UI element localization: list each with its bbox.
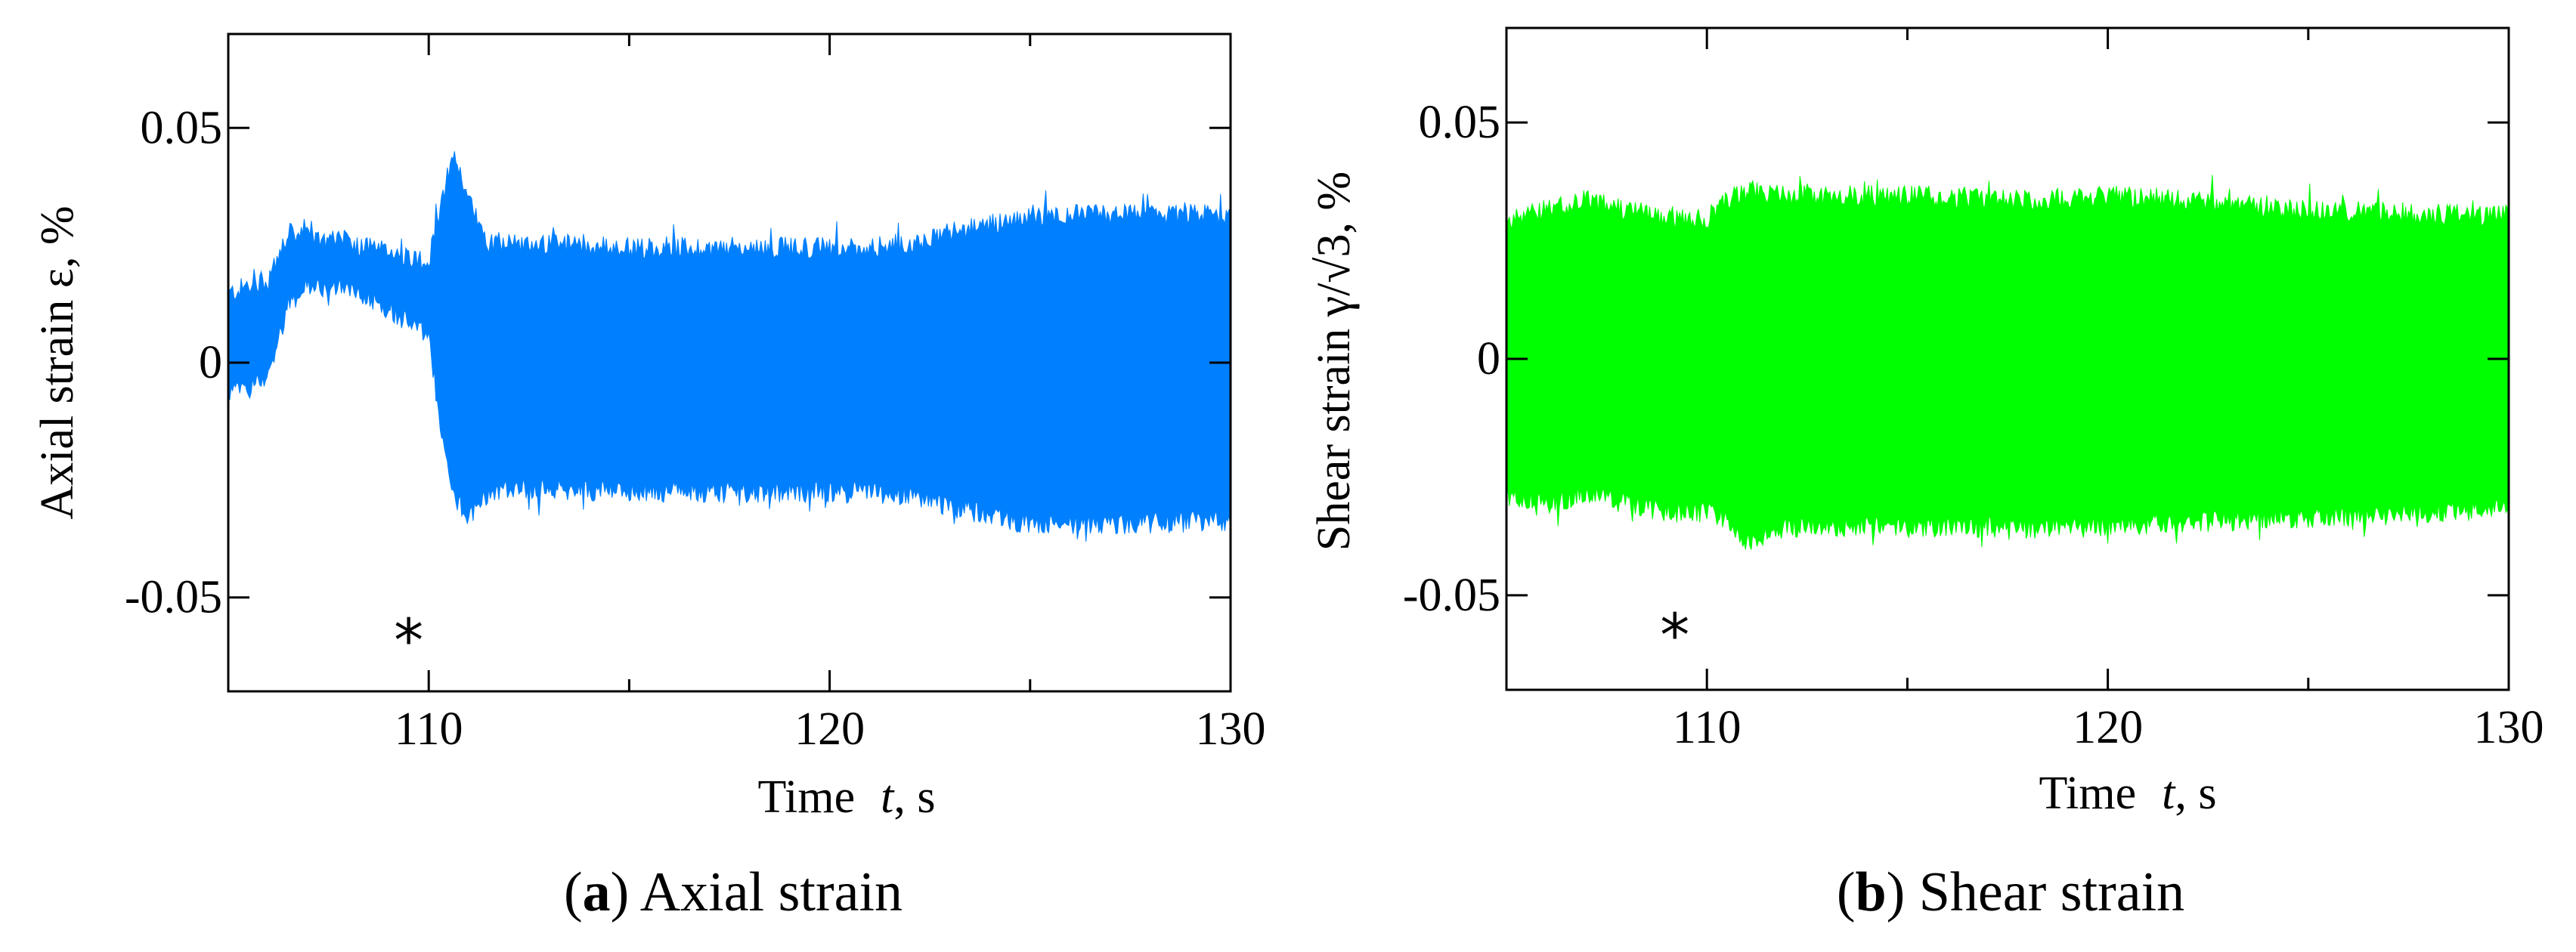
y-tick-label-a-2: 0.05 <box>141 102 223 153</box>
x-axis-title-a: Time t, s <box>757 771 935 823</box>
asterisk-marker-a: * <box>394 607 423 675</box>
panel-axial-strain: 110 120 130 -0.05 0 0.05 * Time t, s Axial str… <box>32 32 1266 923</box>
y-tick-label-a-0: -0.05 <box>125 572 222 623</box>
y-tick-label-b-0: -0.05 <box>1403 570 1500 621</box>
y-tick-label-b-1: 0 <box>1477 333 1500 385</box>
asterisk-marker-b: * <box>1660 602 1689 670</box>
x-axis-title-b: Time t, s <box>2039 768 2216 819</box>
x-tick-label-a-110: 110 <box>395 703 463 755</box>
x-tick-label-b-110: 110 <box>1673 702 1742 753</box>
y-axis-title-b: Shear strain γ/√3, % <box>1308 172 1360 551</box>
x-tick-label-a-130: 130 <box>1196 703 1266 755</box>
caption-a: (a) Axial strain <box>564 861 903 923</box>
signal-series-a <box>228 151 1231 542</box>
x-tick-label-b-130: 130 <box>2474 702 2544 753</box>
caption-b: (b) Shear strain <box>1837 861 2184 923</box>
panel-shear-strain: 110 120 130 -0.05 0 0.05 * Time t, s Shear str… <box>1308 26 2544 923</box>
y-axis-title-a: Axial strain ε, % <box>32 206 83 519</box>
y-tick-label-a-1: 0 <box>199 337 222 388</box>
y-tick-label-b-2: 0.05 <box>1419 97 1501 148</box>
signal-series-b <box>1506 175 2509 550</box>
x-tick-label-a-120: 120 <box>794 703 865 755</box>
x-tick-label-b-120: 120 <box>2073 702 2143 753</box>
